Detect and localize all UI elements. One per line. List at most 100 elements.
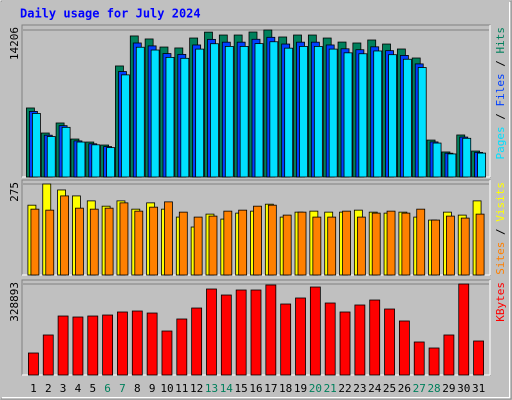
bar	[30, 208, 40, 276]
x-tick-label: 20	[309, 382, 322, 395]
legend-entry: Hits	[494, 27, 507, 54]
legend-separator: /	[494, 54, 507, 74]
legend-entry: Sites	[494, 242, 507, 275]
legend-separator: /	[494, 107, 507, 127]
x-tick-label: 12	[190, 382, 203, 395]
bar	[208, 215, 218, 276]
bar	[477, 152, 486, 178]
legend: KBytes	[494, 282, 507, 322]
x-tick-label: 16	[249, 382, 262, 395]
bar	[371, 212, 381, 276]
bar	[413, 341, 425, 376]
bar	[89, 208, 99, 276]
bar	[60, 195, 69, 276]
bar	[431, 219, 440, 276]
x-tick-label: 24	[368, 382, 382, 395]
bar	[239, 46, 249, 178]
bar	[402, 58, 412, 178]
bar	[206, 288, 217, 376]
x-tick-label: 10	[160, 382, 173, 395]
bar	[117, 311, 128, 376]
bar	[32, 113, 41, 178]
bar	[446, 215, 455, 276]
x-tick-label: 30	[457, 382, 470, 395]
bar	[309, 286, 321, 376]
x-tick-label: 29	[442, 382, 455, 395]
bar	[193, 216, 203, 276]
bar	[401, 212, 411, 276]
bar	[398, 320, 410, 376]
bar	[72, 316, 84, 376]
bar	[280, 303, 292, 376]
bar	[180, 57, 190, 178]
bar	[265, 284, 277, 376]
bar	[343, 52, 353, 178]
bar	[416, 208, 426, 276]
bar	[195, 48, 205, 178]
bar	[238, 209, 248, 276]
legend: Sites / Visits	[494, 182, 507, 275]
bar	[150, 49, 160, 178]
bar	[369, 299, 381, 376]
bar	[443, 334, 455, 376]
bar	[473, 340, 484, 376]
bar	[458, 283, 470, 376]
x-tick-label: 2	[45, 382, 52, 395]
bar	[102, 314, 114, 376]
bar	[384, 308, 395, 376]
bar	[388, 54, 397, 178]
x-tick-label: 4	[75, 382, 82, 395]
x-tick-label: 11	[175, 382, 188, 395]
bar	[354, 304, 366, 376]
bar	[57, 315, 69, 376]
bar	[327, 216, 337, 276]
x-tick-label: 7	[119, 382, 126, 395]
bar	[210, 43, 219, 178]
x-tick-label: 15	[235, 382, 248, 395]
bar	[87, 315, 99, 376]
bar	[250, 289, 262, 376]
x-tick-label: 1	[30, 382, 37, 395]
bar	[269, 41, 279, 178]
x-tick-label: 3	[60, 382, 67, 395]
legend: Pages / Files / Hits	[494, 27, 507, 160]
y-tick-label: 14206	[8, 27, 21, 60]
bar	[299, 46, 308, 178]
bar	[135, 46, 145, 178]
x-tick-label: 13	[205, 382, 218, 395]
x-tick-label: 19	[294, 382, 307, 395]
x-tick-label: 25	[383, 382, 396, 395]
bar	[462, 137, 472, 178]
x-tick-label: 14	[220, 382, 234, 395]
bar	[295, 297, 306, 376]
bar	[178, 211, 188, 276]
x-tick-label: 21	[324, 382, 337, 395]
x-tick-label: 26	[398, 382, 411, 395]
legend-entry: Visits	[494, 182, 507, 222]
legend-entry: Files	[494, 73, 507, 106]
bar	[358, 53, 368, 178]
bar	[428, 347, 440, 376]
bar	[176, 318, 188, 376]
x-tick-label: 28	[427, 382, 440, 395]
bar	[235, 289, 247, 376]
chart-title: Daily usage for July 2024	[20, 7, 201, 21]
x-tick-label: 8	[134, 382, 141, 395]
bar	[223, 210, 233, 276]
x-tick-label: 23	[353, 382, 366, 395]
x-tick-label: 5	[89, 382, 96, 395]
legend-entry: Pages	[494, 126, 507, 159]
bar	[417, 67, 427, 178]
bar	[61, 126, 71, 178]
x-tick-label: 27	[413, 382, 426, 395]
bar	[104, 207, 114, 276]
y-tick-label: 275	[8, 182, 21, 202]
x-tick-label: 22	[338, 382, 351, 395]
bar	[220, 294, 232, 376]
x-tick-label: 17	[264, 382, 277, 395]
bar	[165, 56, 175, 178]
bar	[475, 213, 485, 276]
bar	[312, 216, 322, 276]
